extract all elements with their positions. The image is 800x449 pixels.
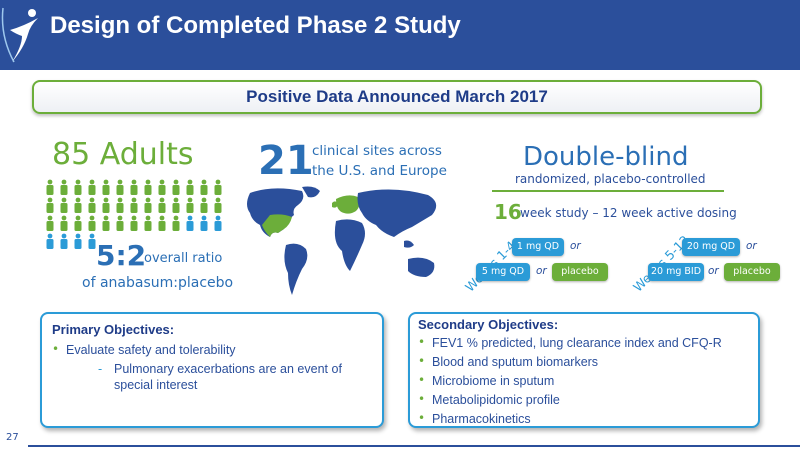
dash-icon: - [98,362,103,376]
person-icon [172,215,180,231]
person-icon [74,197,82,213]
person-icon [186,215,194,231]
person-icon [60,197,68,213]
person-icon [186,197,194,213]
person-icon [102,197,110,213]
person-icon [200,197,208,213]
person-icon [144,179,152,195]
secondary-objectives-box: Secondary Objectives: • FEV1 % predicted,… [408,312,760,428]
secondary-objectives-title: Secondary Objectives: [418,317,559,332]
bullet-icon: • [52,342,60,356]
bullet-icon: • [418,392,426,406]
header-bar [0,0,800,70]
secondary-objective-item: Pharmacokinetics [432,412,531,426]
primary-subitem-line-1: Pulmonary exacerbations are an event of [114,362,342,376]
person-icon [46,197,54,213]
person-icon [102,215,110,231]
person-icon [46,233,54,249]
person-icon [186,179,194,195]
primary-objective-item: Evaluate safety and tolerability [66,343,236,357]
sites-count: 21 [258,138,314,184]
person-icon [88,215,96,231]
period-1-or-bottom: or [536,265,547,277]
bullet-icon: • [418,335,426,349]
person-icon [88,179,96,195]
person-icon [172,197,180,213]
person-icon [74,179,82,195]
person-icon [88,197,96,213]
person-icon [116,197,124,213]
sites-line-1: clinical sites across [312,143,442,159]
person-icon [158,179,166,195]
page-title: Design of Completed Phase 2 Study [50,12,461,39]
person-icon [130,179,138,195]
person-icon [60,179,68,195]
person-icon [60,233,68,249]
period-2-or-bottom: or [708,265,719,277]
footer-divider [28,445,800,447]
divider [492,190,724,192]
period-1-dose-bottom: 5 mg QD [476,263,530,281]
period-1-placebo: placebo [552,263,608,281]
person-icon [214,197,222,213]
period-1-or-top: or [570,240,581,252]
person-icon [74,215,82,231]
sites-line-2: the U.S. and Europe [312,163,447,179]
person-icon [214,215,222,231]
primary-objectives-title: Primary Objectives: [52,322,175,337]
design-title: Double-blind [523,142,689,172]
person-icon [144,197,152,213]
company-logo-icon [1,7,38,63]
person-icon [144,215,152,231]
period-2-dose-bottom: 20 mg BID [648,263,704,281]
ratio-value: 5:2 [96,239,147,272]
person-icon [74,233,82,249]
person-icon [158,215,166,231]
design-subtitle: randomized, placebo-controlled [515,172,706,186]
study-weeks-number: 16 [494,200,522,224]
page-number: 27 [6,432,19,443]
people-icon-grid [46,179,222,249]
person-icon [88,233,96,249]
person-icon [116,179,124,195]
bullet-icon: • [418,411,426,425]
person-icon [60,215,68,231]
person-icon [102,179,110,195]
person-icon [200,215,208,231]
sites-description: clinical sites across the U.S. and Europ… [312,141,452,181]
ratio-label: overall ratio [144,251,223,266]
person-icon [46,215,54,231]
person-icon [116,215,124,231]
enrollment-count: 85 Adults [52,137,194,172]
person-icon [130,215,138,231]
announcement-banner: Positive Data Announced March 2017 [32,80,762,114]
ratio-description: of anabasum:placebo [82,275,234,291]
person-icon [46,179,54,195]
secondary-objective-item: Microbiome in sputum [432,374,555,388]
person-icon [172,179,180,195]
period-1-dose-top: 1 mg QD [512,238,564,256]
secondary-objective-item: FEV1 % predicted, lung clearance index a… [432,336,722,350]
person-icon [200,179,208,195]
person-icon [130,197,138,213]
world-map-icon [247,186,437,295]
secondary-objective-item: Metabolipidomic profile [432,393,560,407]
secondary-objective-item: Blood and sputum biomarkers [432,355,599,369]
banner-text: Positive Data Announced March 2017 [246,87,548,106]
person-icon [158,197,166,213]
person-icon [214,179,222,195]
study-weeks-description: week study – 12 week active dosing [520,206,737,220]
period-2-dose-top: 20 mg QD [682,238,740,256]
bullet-icon: • [418,354,426,368]
period-2-placebo: placebo [724,263,780,281]
period-2-or-top: or [746,240,757,252]
primary-subitem-line-2: special interest [114,378,198,392]
primary-objectives-box: Primary Objectives: • Evaluate safety an… [40,312,384,428]
bullet-icon: • [418,373,426,387]
